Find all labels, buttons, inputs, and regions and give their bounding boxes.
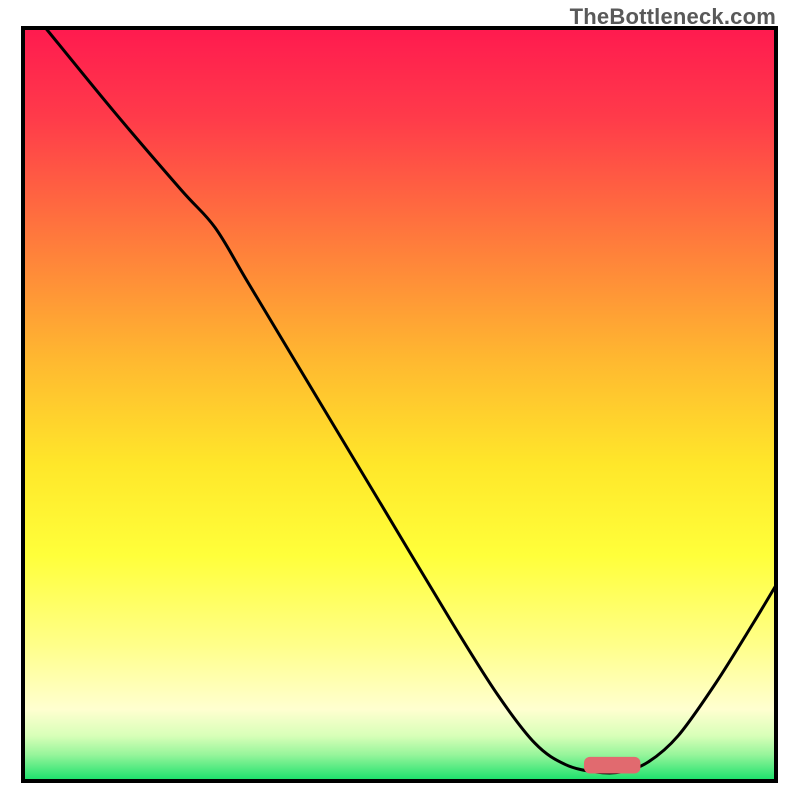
optimal-range-marker — [584, 757, 640, 774]
gradient-background — [23, 28, 776, 781]
plot-area — [23, 28, 776, 781]
watermark-text: TheBottleneck.com — [570, 4, 776, 30]
bottleneck-chart — [0, 0, 800, 800]
figure-root: TheBottleneck.com — [0, 0, 800, 800]
